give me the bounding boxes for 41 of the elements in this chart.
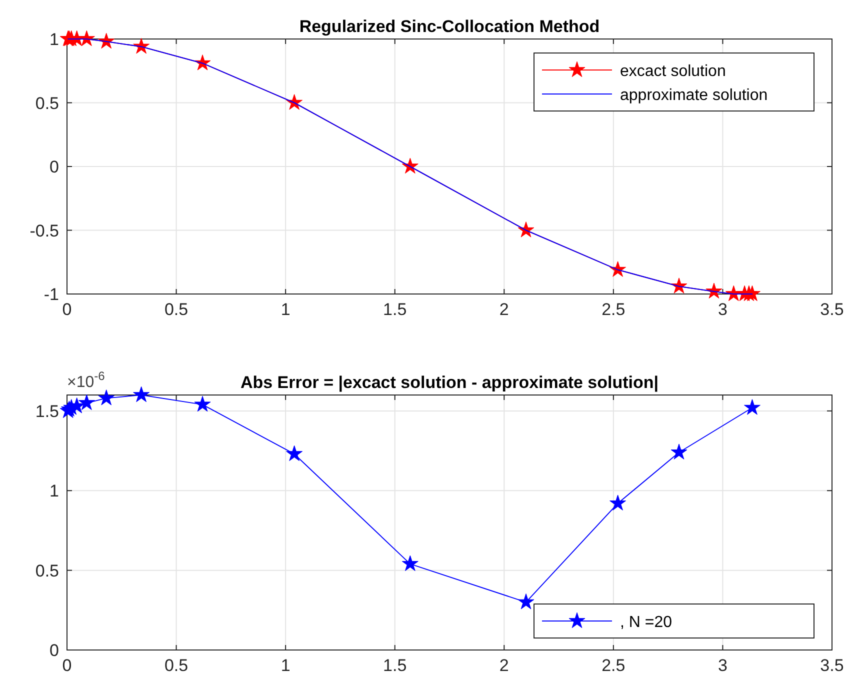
x-tick-label: 1: [280, 656, 290, 675]
y-tick-label: 0: [50, 158, 59, 176]
y-tick-label: -0.5: [30, 221, 59, 240]
point: [98, 390, 115, 406]
x-tick-label: 3: [718, 656, 728, 675]
x-tick-label: 2.5: [602, 656, 626, 675]
y-tick-label: 1.5: [35, 402, 59, 421]
y-tick-label: 0.5: [35, 94, 59, 113]
point: [518, 594, 534, 610]
y-tick-label: -1: [44, 285, 59, 304]
x-tick-label: 3.5: [820, 656, 844, 675]
x-tick-label: 0: [62, 656, 72, 675]
point: [610, 494, 626, 510]
text: ×10$^{-6}$: [67, 369, 106, 391]
x-tick-label: 0.5: [164, 656, 188, 675]
x-tick-label: 2: [499, 656, 509, 675]
chart-title: Regularized Sinc-Collocation Method: [299, 17, 600, 36]
point: [286, 445, 303, 462]
y-tick-label: 1: [50, 30, 59, 49]
legend-label: approximate solution: [620, 87, 768, 104]
chart-title: Abs Error = |excact solution - approximate solution|: [240, 373, 659, 392]
x-tick-label: 0.5: [164, 300, 188, 319]
point: [744, 399, 760, 415]
point: [78, 394, 95, 410]
x-tick-label: 3.5: [820, 300, 844, 319]
y-tick-label: 0: [50, 641, 59, 660]
x-tick-label: 3: [718, 300, 728, 319]
x-tick-label: 1.5: [383, 300, 407, 319]
x-tick-label: 1.5: [383, 656, 407, 675]
legend-label: excact solution: [620, 63, 726, 80]
x-tick-label: 2: [499, 300, 509, 319]
point: [670, 444, 688, 460]
x-tick-label: 2.5: [602, 300, 626, 319]
point: [194, 396, 211, 412]
x-tick-label: 0: [62, 300, 72, 319]
y-tick-label: 0.5: [35, 561, 59, 580]
y-tick-label: 1: [50, 482, 59, 501]
x-tick-label: 1: [280, 300, 290, 319]
legend-label: , N =20: [620, 614, 672, 631]
point: [402, 555, 418, 571]
point: [133, 386, 150, 402]
